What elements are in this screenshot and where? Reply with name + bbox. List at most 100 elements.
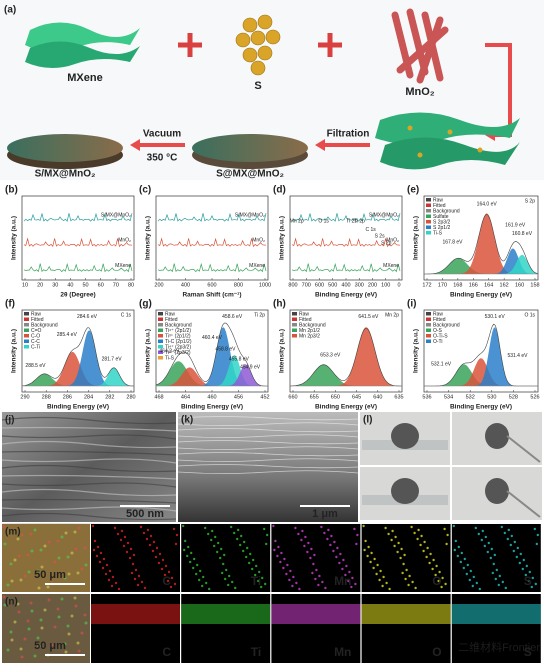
speckle: [260, 585, 263, 589]
speckle: [243, 540, 246, 544]
speckle: [77, 649, 81, 653]
speckle: [10, 638, 14, 642]
speckle: [60, 597, 64, 601]
speckle: [36, 569, 40, 573]
speckle: [50, 643, 54, 647]
texture: [1, 426, 177, 432]
texture: [177, 440, 359, 445]
annotation: 454.9 eV: [240, 365, 261, 371]
speckle: [521, 567, 524, 571]
speckle: [110, 584, 114, 588]
speckle: [344, 573, 347, 577]
speckle: [139, 525, 143, 529]
speckle: [477, 532, 480, 536]
element-map: [91, 524, 180, 592]
speckle: [513, 540, 516, 544]
speckle: [70, 551, 74, 555]
legend-entry: Background: [299, 322, 326, 328]
legend-swatch: [426, 203, 431, 207]
legend-entry: Raw: [433, 197, 443, 203]
legend-swatch: [426, 339, 431, 343]
sample: [485, 423, 509, 449]
plot-title: Ti 2p: [254, 312, 265, 318]
y-axis-label: Intensity (a.u.): [413, 216, 420, 260]
scale-label: 1 μm: [312, 508, 338, 520]
speckle: [490, 547, 493, 551]
speckle: [101, 566, 105, 570]
legend-entry: Ti-S: [165, 355, 175, 361]
speckle: [70, 614, 74, 618]
texture: [1, 506, 177, 512]
speckle: [73, 530, 77, 534]
speckle: [16, 602, 20, 606]
speckle: [487, 541, 490, 545]
speckle: [313, 553, 316, 557]
speckle: [459, 560, 462, 564]
speckle: [338, 561, 341, 565]
speckle: [364, 539, 367, 543]
speckle: [330, 534, 333, 538]
mxene-icon: [25, 22, 140, 69]
fit-peak: [22, 330, 134, 386]
x-tick-label: 164: [484, 282, 493, 288]
speckle: [198, 578, 201, 582]
speckle: [277, 545, 280, 549]
panel-label: (l): [363, 415, 372, 426]
speckle: [132, 553, 136, 557]
speckle: [17, 610, 21, 614]
speckle: [394, 535, 397, 539]
speckle: [182, 524, 185, 528]
speckle: [136, 583, 140, 587]
speckle: [211, 529, 214, 533]
speckle: [456, 554, 459, 558]
x-tick-label: 456: [234, 394, 243, 400]
annotation: 653.3 eV: [320, 352, 341, 358]
speckle: [173, 582, 177, 586]
curve: [291, 262, 401, 273]
speckle: [84, 621, 88, 625]
element-band: [361, 604, 451, 624]
speckle: [13, 620, 17, 624]
label: MnO₂: [405, 86, 434, 98]
speckle: [264, 582, 267, 586]
label: S@MX@MnO₂: [216, 169, 284, 180]
texture: [177, 446, 359, 450]
x-tick-label: 650: [331, 394, 340, 400]
speckle: [288, 578, 291, 582]
speckle: [317, 583, 320, 587]
speckle: [376, 563, 379, 567]
x-axis-label: Binding Energy (eV): [181, 404, 243, 411]
speckle: [301, 529, 304, 533]
legend-entry: O-Ti-S: [433, 333, 448, 339]
fit-peak: [424, 364, 538, 386]
speckle: [76, 641, 80, 645]
texture: [1, 434, 177, 440]
speckle: [96, 545, 100, 549]
legend-entry: Ti-C (2p1/2): [165, 339, 192, 345]
x-tick-label: 290: [20, 394, 29, 400]
speckle: [167, 570, 171, 574]
speckle: [347, 579, 350, 583]
label: Filtration: [327, 129, 370, 140]
x-tick-label: 655: [310, 394, 319, 400]
speckle: [154, 555, 158, 559]
speckle: [298, 587, 301, 591]
speckle: [326, 537, 329, 541]
speckle: [80, 631, 84, 635]
speckle: [116, 532, 120, 536]
fit-peak: [424, 358, 538, 386]
speckle: [419, 543, 422, 547]
speckle: [420, 534, 423, 538]
speckle: [300, 538, 303, 542]
speckle: [16, 537, 20, 541]
legend-entry: Raw: [31, 311, 41, 317]
panel-label: (c): [139, 185, 151, 196]
speckle: [466, 563, 469, 567]
panel-label: (m): [5, 527, 21, 538]
x-tick-label: 286: [63, 394, 72, 400]
panel-label: (e): [407, 185, 419, 196]
speckle: [114, 581, 118, 585]
element-map: [181, 524, 271, 592]
speckle: [285, 572, 288, 576]
speckle: [74, 604, 78, 608]
